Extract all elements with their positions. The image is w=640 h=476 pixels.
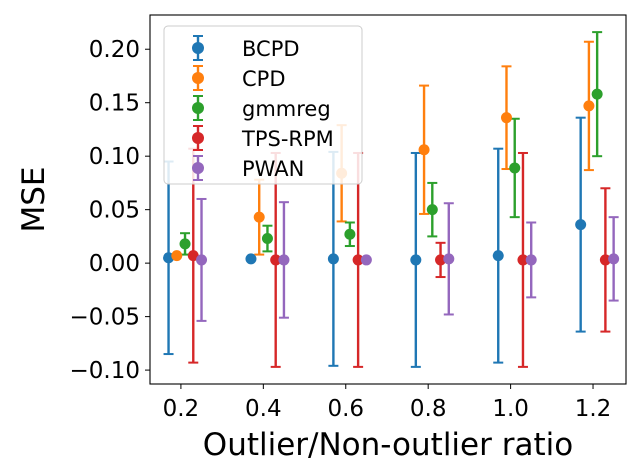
legend-tps-rpm-label: TPS-RPM [241, 127, 334, 151]
bcpd-point [410, 254, 422, 266]
bcpd-point [492, 250, 504, 262]
bcpd-point [245, 253, 257, 265]
y-axis-ticks: −0.10 −0.05 0.00 0.05 0.10 0.15 0.20 [70, 37, 150, 384]
legend-pwan-marker [192, 162, 204, 174]
pwan-point [360, 254, 372, 266]
legend-bcpd-marker [192, 42, 204, 54]
bcpd-point [575, 219, 587, 231]
x-axis-title: Outlier/Non-outlier ratio [203, 427, 573, 463]
pwan-point [278, 254, 290, 266]
y-tick-label: 0.20 [89, 37, 140, 63]
gmmreg-point [509, 162, 521, 174]
plot-area [163, 31, 620, 368]
legend-gmmreg-marker [192, 102, 204, 114]
y-axis-title: MSE [16, 166, 52, 232]
cpd-point [500, 112, 512, 124]
bcpd-point [327, 253, 339, 265]
pwan-point [525, 254, 537, 266]
pwan-point [443, 253, 455, 265]
cpd-point [171, 250, 183, 262]
legend: BCPD CPD gmmreg TPS-RPM PWAN [163, 25, 363, 185]
legend-bcpd-label: BCPD [242, 37, 300, 61]
gmmreg-point [179, 238, 191, 250]
x-tick-label: 0.2 [163, 396, 200, 422]
x-tick-label: 0.8 [410, 396, 447, 422]
cpd-point [418, 144, 430, 156]
legend-box [163, 25, 363, 185]
gmmreg-point [261, 233, 273, 245]
gmmreg-point [344, 228, 356, 240]
y-tick-label: −0.10 [70, 358, 140, 384]
x-axis-ticks: 0.2 0.4 0.6 0.8 1.0 1.2 [163, 384, 612, 422]
legend-pwan-label: PWAN [242, 157, 304, 181]
tps-rpm-point [599, 254, 611, 266]
x-tick-label: 1.2 [575, 396, 612, 422]
gmmreg-point [426, 204, 438, 216]
x-tick-label: 0.6 [327, 396, 364, 422]
x-tick-label: 1.0 [492, 396, 529, 422]
x-tick-label: 0.4 [245, 396, 282, 422]
legend-cpd-label: CPD [242, 67, 286, 91]
y-tick-label: 0.00 [89, 251, 140, 277]
legend-cpd-marker [192, 72, 204, 84]
bcpd-point [163, 252, 175, 264]
gmmreg-point [591, 88, 603, 100]
y-tick-label: −0.05 [70, 305, 140, 331]
tps-rpm-point [517, 254, 529, 266]
cpd-point [253, 211, 265, 223]
tps-rpm-point [352, 254, 364, 266]
y-tick-label: 0.10 [89, 144, 140, 170]
legend-tps-rpm-marker [192, 132, 204, 144]
tps-rpm-point [435, 254, 447, 266]
legend-gmmreg-label: gmmreg [242, 97, 331, 121]
pwan-point [196, 254, 208, 266]
axes-frame [149, 14, 627, 385]
y-tick-label: 0.15 [89, 91, 140, 117]
y-tick-label: 0.05 [89, 198, 140, 224]
tps-rpm-point [270, 254, 282, 266]
tps-rpm-point [187, 250, 199, 262]
pwan-point [608, 253, 620, 265]
cpd-point [583, 100, 595, 112]
